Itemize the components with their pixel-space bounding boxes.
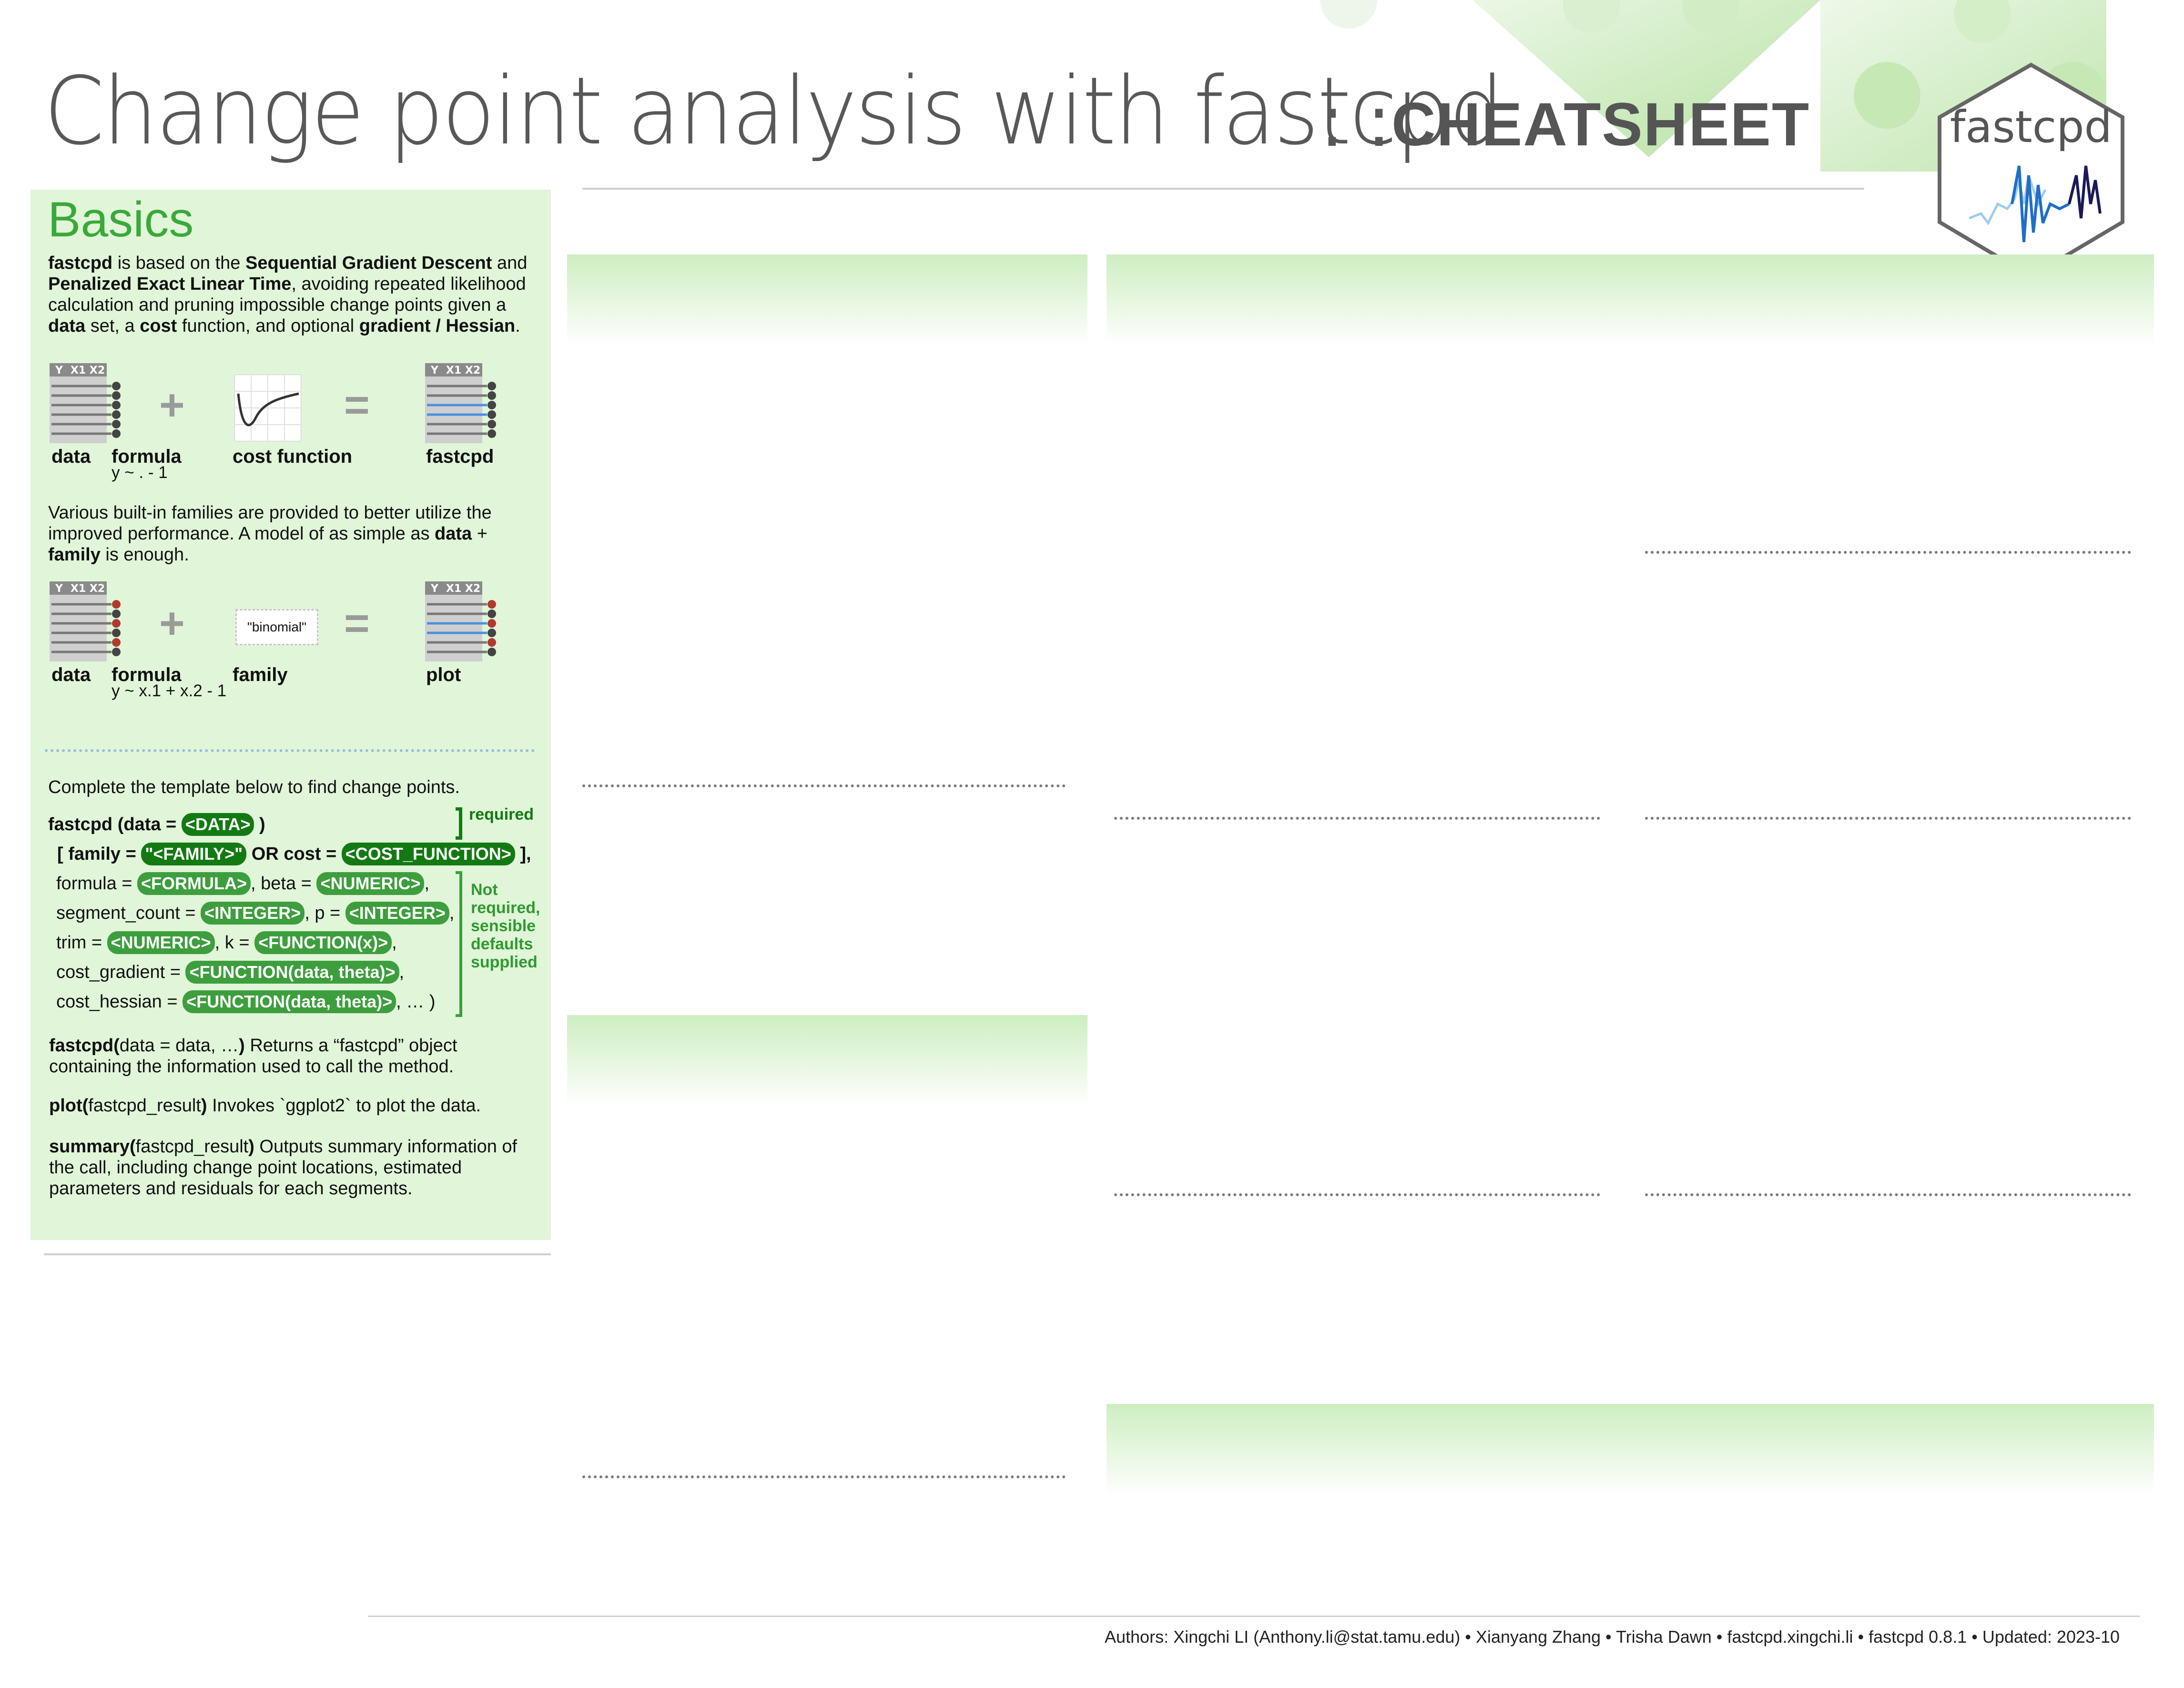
label-data: data [51, 664, 91, 685]
template-line-data: fastcpd (data = <DATA> ) [48, 813, 265, 836]
svg-text:X1: X1 [71, 365, 86, 376]
fastcpd-function-desc: fastcpd(data = data, …) Returns a “fastc… [49, 1036, 457, 1077]
formula-text: y ~ x.1 + x.2 - 1 [112, 681, 227, 700]
required-label: required [469, 805, 534, 824]
footer-credits: Authors: Xingchi LI (Anthony.li@stat.tam… [1105, 1627, 2120, 1647]
header-rule [582, 188, 1864, 190]
logo-text: fastcpd [1950, 102, 2112, 153]
plus-operator: + [159, 381, 185, 429]
template-line-cost-hessian: cost_hessian = <FUNCTION(data, theta)>, … [56, 990, 435, 1013]
plus-operator: + [159, 599, 185, 648]
label-plot: plot [426, 664, 461, 685]
dotted-divider [582, 784, 1066, 787]
label-formula: formula [112, 446, 182, 467]
template-line-formula: formula = <FORMULA>, beta = <NUMERIC>, [56, 872, 429, 895]
data-table-result-icon: Y X1 X2 [425, 581, 496, 661]
summary-function-desc: summary(fastcpd_result) Outputs summary … [49, 1137, 518, 1199]
dotted-divider [1645, 817, 2131, 820]
svg-text:X2: X2 [90, 583, 105, 595]
dotted-divider [1114, 817, 1600, 820]
numeric-placeholder: <NUMERIC> [316, 872, 425, 895]
data-table-icon: Y X1 X2 [50, 363, 121, 443]
hexagon-logo-icon: fastcpd [1938, 62, 2124, 279]
plot-function-desc: plot(fastcpd_result) Invokes `ggplot2` t… [49, 1096, 481, 1116]
dotted-divider [1114, 1193, 1600, 1196]
label-formula: formula [112, 664, 182, 685]
basics-panel [30, 190, 551, 1240]
data-table-icon: Y X1 X2 [50, 581, 121, 661]
cost-function-placeholder: <COST_FUNCTION> [341, 843, 515, 865]
optional-bracket [456, 871, 462, 1017]
svg-text:X1: X1 [446, 583, 461, 595]
basics-bottom-rule [44, 1253, 551, 1255]
svg-text:Y: Y [430, 583, 439, 595]
section-panel-4 [1107, 1404, 2154, 1495]
label-cost-function: cost function [233, 446, 353, 467]
optional-label: Not required, sensible defaults supplied [471, 881, 540, 971]
basics-title: Basics [48, 192, 194, 247]
section-panel-3 [567, 1015, 1087, 1107]
families-text: Various built-in families are provided t… [48, 503, 492, 565]
numeric-placeholder: <NUMERIC> [107, 931, 215, 954]
svg-text:Y: Y [430, 365, 439, 376]
function-placeholder: <FUNCTION(data, theta)> [183, 990, 396, 1013]
equals-operator: = [344, 381, 370, 429]
svg-text:Y: Y [55, 583, 63, 595]
svg-text:X1: X1 [446, 365, 461, 376]
section-panel-2 [1107, 254, 2154, 346]
footer-rule [368, 1616, 2140, 1617]
function-placeholder: <FUNCTION(x)> [254, 931, 392, 954]
template-line-family: [ family = "<FAMILY>" OR cost = <COST_FU… [57, 843, 531, 865]
integer-placeholder: <INTEGER> [201, 902, 305, 925]
formula-text: y ~ . - 1 [112, 463, 168, 482]
formula-placeholder: <FORMULA> [137, 872, 251, 895]
title-separator: : : [1320, 80, 1391, 163]
section-panel-1 [567, 254, 1087, 346]
cheatsheet-tag: CHEATSHEET [1392, 91, 1810, 159]
dotted-divider [1645, 551, 2131, 554]
equals-operator: = [344, 599, 370, 648]
svg-text:X2: X2 [465, 583, 480, 595]
basics-divider [45, 749, 535, 752]
svg-text:X2: X2 [465, 365, 480, 376]
data-table-result-icon: Y X1 X2 [425, 363, 496, 443]
template-line-segment-count: segment_count = <INTEGER>, p = <INTEGER>… [56, 902, 454, 925]
function-placeholder: <FUNCTION(data, theta)> [185, 961, 399, 984]
data-placeholder: <DATA> [181, 813, 254, 836]
page-title: Change point analysis with fastcpd [44, 57, 1504, 166]
dotted-divider [582, 1475, 1066, 1478]
template-line-cost-gradient: cost_gradient = <FUNCTION(data, theta)>, [56, 961, 404, 984]
label-family: family [233, 664, 288, 685]
integer-placeholder: <INTEGER> [345, 902, 449, 925]
dotted-divider [1645, 1193, 2131, 1196]
family-placeholder: "<FAMILY>" [141, 843, 247, 865]
label-data: data [51, 446, 91, 467]
svg-text:X2: X2 [90, 365, 105, 376]
basics-intro: fastcpd is based on the Sequential Gradi… [48, 253, 528, 336]
family-value-box: "binomial" [235, 609, 318, 645]
required-bracket [456, 807, 462, 840]
template-line-trim: trim = <NUMERIC>, k = <FUNCTION(x)>, [56, 931, 397, 954]
label-fastcpd: fastcpd [426, 446, 494, 467]
svg-text:Y: Y [55, 365, 63, 376]
svg-text:X1: X1 [71, 583, 86, 595]
cost-curve-icon [234, 375, 301, 441]
template-intro: Complete the template below to find chan… [48, 777, 460, 797]
background-hexagons-decoration [1320, 0, 2106, 172]
